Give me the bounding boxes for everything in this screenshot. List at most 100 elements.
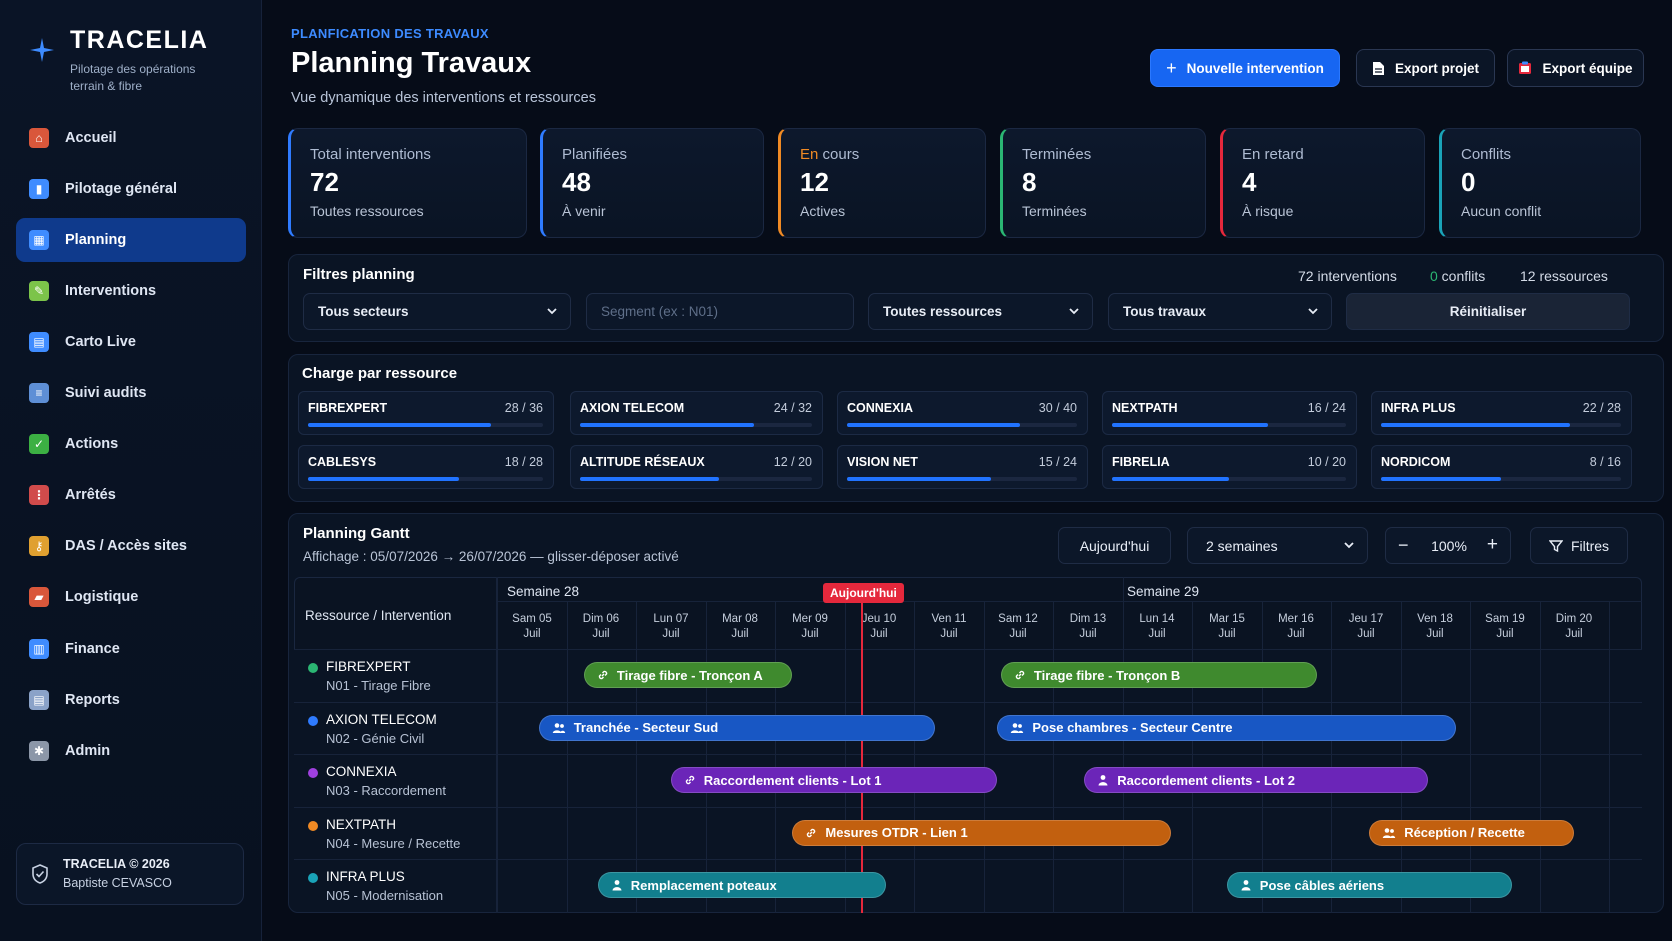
gantt-task-label: Tirage fibre - Tronçon B: [1033, 667, 1181, 683]
zoom-control: − 100% +: [1385, 527, 1511, 564]
reset-button[interactable]: Réinitialiser: [1346, 293, 1630, 330]
charge-count: 28 / 36: [504, 401, 543, 415]
sidebar-item-arr-t-s[interactable]: ⋮ Arrêtés: [16, 473, 246, 517]
resource-segment: N01 - Tirage Fibre: [326, 678, 431, 693]
sidebar-item-logistique[interactable]: ▰ Logistique: [16, 575, 246, 619]
sidebar-item-reports[interactable]: ▤ Reports: [16, 678, 246, 722]
gantt-task-bar[interactable]: Tirage fibre - Tronçon A: [583, 662, 793, 688]
zoom-in-button[interactable]: +: [1486, 534, 1498, 555]
gantt-task-bar[interactable]: Pose câbles aériens: [1226, 872, 1512, 898]
day-gridline: [1470, 601, 1471, 913]
chevron-down-icon: [547, 308, 557, 315]
charge-card[interactable]: VISION NET 15 / 24: [837, 445, 1088, 489]
gantt-task-bar[interactable]: Remplacement poteaux: [597, 872, 887, 898]
gantt-task-bar[interactable]: Tirage fibre - Tronçon B: [1000, 662, 1318, 688]
day-name: Lun 07: [653, 613, 689, 625]
bar-chart-icon: ▮: [29, 179, 49, 199]
header-divider: [294, 649, 1642, 650]
kpi-note: À venir: [562, 203, 606, 219]
kpi-card[interactable]: Conflits 0 Aucun conflit: [1439, 128, 1641, 238]
new-intervention-button[interactable]: + Nouvelle intervention: [1150, 49, 1340, 87]
sidebar-item-accueil[interactable]: ⌂ Accueil: [16, 116, 246, 160]
kpi-label-rest: cours: [818, 146, 860, 163]
export-project-label: Export projet: [1394, 60, 1479, 76]
charge-card[interactable]: INFRA PLUS 22 / 28: [1371, 391, 1632, 435]
sidebar-item-label: Carto Live: [65, 334, 136, 350]
work-select[interactable]: Tous travaux: [1108, 293, 1332, 330]
segment-input[interactable]: Segment (ex : N01): [586, 293, 854, 330]
week-29-label: Semaine 29: [1127, 584, 1200, 599]
day-header: Ven 11 Juil: [918, 612, 980, 642]
kpi-label: Planifiées: [562, 146, 628, 163]
sidebar-item-pilotage-g-n-ral[interactable]: ▮ Pilotage général: [16, 167, 246, 211]
day-header: Sam 05 Juil: [501, 612, 563, 642]
day-gridline: [1123, 577, 1124, 913]
sidebar-item-das-acc-s-sites[interactable]: ⚷ DAS / Accès sites: [16, 524, 246, 568]
resource-status-dot: [308, 768, 318, 778]
kpi-card[interactable]: En retard 4 À risque: [1220, 128, 1425, 238]
day-name: Sam 12: [998, 613, 1038, 625]
resource-name: INFRA PLUS: [326, 869, 405, 884]
day-name: Mer 16: [1278, 613, 1314, 625]
gantt-task-bar[interactable]: Réception / Recette: [1369, 819, 1575, 846]
resource-status-dot: [308, 663, 318, 673]
sidebar-item-admin[interactable]: ✱ Admin: [16, 729, 246, 773]
kpi-card[interactable]: Planifiées 48 À venir: [540, 128, 764, 238]
export-team-button[interactable]: Export équipe: [1507, 49, 1644, 87]
day-gridline: [1262, 601, 1263, 913]
charge-resource-name: NEXTPATH: [1112, 401, 1178, 415]
sidebar-item-planning[interactable]: ▦ Planning: [16, 218, 246, 262]
charge-card[interactable]: NORDICOM 8 / 16: [1371, 445, 1632, 489]
resource-select[interactable]: Toutes ressources: [868, 293, 1093, 330]
day-month: Juil: [801, 628, 819, 640]
today-label: Aujourd'hui: [1079, 537, 1150, 554]
sidebar-item-interventions[interactable]: ✎ Interventions: [16, 269, 246, 313]
sidebar-item-finance[interactable]: ▥ Finance: [16, 627, 246, 671]
sidebar-item-suivi-audits[interactable]: ≡ Suivi audits: [16, 371, 246, 415]
kpi-label: Total interventions: [310, 146, 431, 163]
today-button[interactable]: Aujourd'hui: [1058, 527, 1171, 564]
filters-title: Filtres planning: [303, 266, 415, 283]
charge-card[interactable]: CONNEXIA 30 / 40: [837, 391, 1088, 435]
charge-card[interactable]: ALTITUDE RÉSEAUX 12 / 20: [570, 445, 823, 489]
brand[interactable]: TRACELIA Pilotage des opérations terrain…: [28, 26, 220, 95]
charge-card[interactable]: NEXTPATH 16 / 24: [1102, 391, 1357, 435]
range-select[interactable]: 2 semaines: [1187, 527, 1368, 564]
team-icon: [552, 722, 566, 734]
kpi-card[interactable]: Terminées 8 Terminées: [1000, 128, 1206, 238]
charge-card[interactable]: FIBREXPERT 28 / 36: [298, 391, 554, 435]
charge-card[interactable]: CABLESYS 18 / 28: [298, 445, 554, 489]
charge-track: [1381, 423, 1621, 427]
day-name: Dim 20: [1555, 613, 1593, 625]
gantt-task-bar[interactable]: Raccordement clients - Lot 2: [1084, 767, 1429, 793]
charge-resource-name: CONNEXIA: [847, 401, 913, 415]
export-project-button[interactable]: Export projet: [1356, 49, 1495, 87]
charge-card[interactable]: AXION TELECOM 24 / 32: [570, 391, 823, 435]
gantt-task-bar[interactable]: Tranchée - Secteur Sud: [538, 714, 935, 741]
day-header: Mer 09 Juil: [779, 612, 841, 642]
gantt-task-bar[interactable]: Raccordement clients - Lot 1: [670, 767, 998, 793]
charge-count: 30 / 40: [1038, 401, 1077, 415]
sidebar-item-carto-live[interactable]: ▤ Carto Live: [16, 320, 246, 364]
sector-select[interactable]: Tous secteurs: [303, 293, 571, 330]
kpi-card[interactable]: Total interventions 72 Toutes ressources: [288, 128, 527, 238]
zoom-out-button[interactable]: −: [1398, 535, 1409, 555]
charge-card[interactable]: FIBRELIA 10 / 20: [1102, 445, 1357, 489]
charge-resource-name: FIBRELIA: [1112, 455, 1170, 469]
traffic-light-icon: ⋮: [29, 485, 49, 505]
conflicts-number: 0: [1430, 268, 1438, 284]
gantt-task-bar[interactable]: Mesures OTDR - Lien 1: [792, 819, 1172, 846]
sidebar-item-actions[interactable]: ✓ Actions: [16, 422, 246, 466]
charge-track: [847, 477, 1077, 481]
resource-segment: N02 - Génie Civil: [326, 730, 425, 746]
day-month: Juil: [1565, 628, 1583, 640]
day-gridline: [1331, 601, 1332, 913]
day-month: Juil: [1426, 628, 1444, 640]
gantt-filters-button[interactable]: Filtres: [1530, 527, 1628, 564]
day-name: Ven 18: [1417, 613, 1453, 625]
day-name: Jeu 10: [861, 613, 897, 625]
link-icon: [1014, 669, 1026, 681]
gantt-task-bar[interactable]: Pose chambres - Secteur Centre: [997, 714, 1457, 741]
day-name: Mer 09: [792, 613, 828, 625]
kpi-card[interactable]: En cours 12 Actives: [778, 128, 986, 238]
